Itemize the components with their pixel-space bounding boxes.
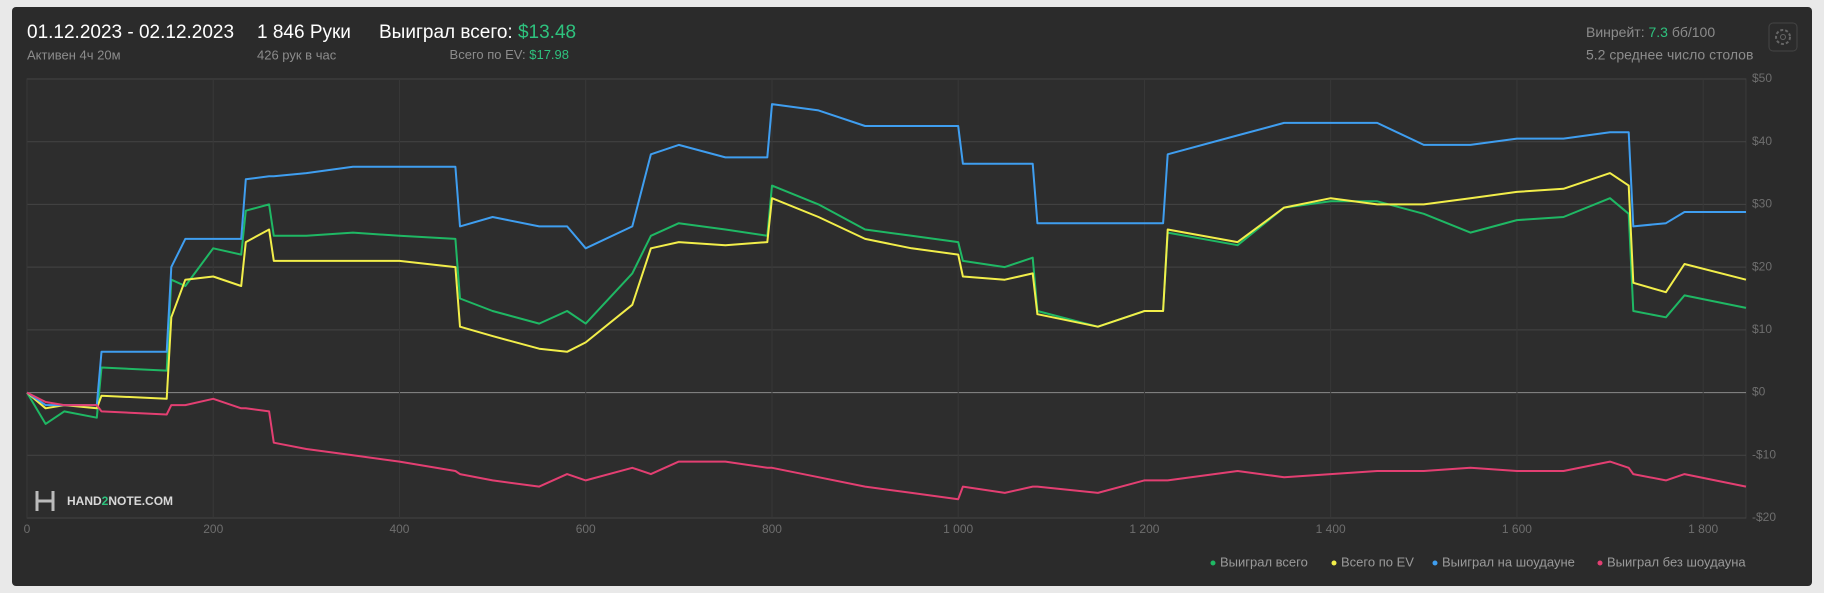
y-tick-label: $0 [1752, 385, 1766, 399]
x-tick-label: 1 800 [1688, 522, 1718, 536]
logo-part: 2 [102, 494, 109, 508]
x-tick-label: 200 [203, 522, 223, 536]
series-line [26, 184, 1747, 425]
legend-dot [1331, 560, 1337, 566]
winrate-unit: бб/100 [1672, 24, 1715, 40]
settings-button[interactable] [1768, 22, 1798, 52]
legend-label: Выиграл на шоудауне [1442, 554, 1575, 569]
winrate: Винрейт: 7.3 бб/100 [1586, 24, 1715, 40]
settings-gear-center[interactable] [1780, 34, 1786, 40]
legend-label: Выиграл всего [1220, 554, 1308, 569]
legend-dot [1597, 560, 1603, 566]
date-range: 01.12.2023 - 02.12.2023 [27, 22, 234, 43]
logo-text: HAND2NOTE.COM [67, 494, 173, 508]
plot-area [26, 78, 1747, 519]
series-line [26, 172, 1747, 410]
settings-gear[interactable] [1775, 29, 1791, 45]
winrate-value: 7.3 [1648, 24, 1668, 40]
y-tick-label: $20 [1752, 259, 1772, 273]
y-tick-label: -$10 [1752, 447, 1776, 461]
active-time: Активен 4ч 20м [27, 47, 121, 62]
y-tick-label: $30 [1752, 197, 1772, 211]
series-line [26, 103, 1746, 407]
y-tick-label: -$20 [1752, 510, 1776, 524]
y-tick-label: $50 [1752, 71, 1772, 85]
x-tick-label: 0 [24, 522, 31, 536]
x-tick-label: 1 600 [1502, 522, 1532, 536]
x-tick-label: 400 [389, 522, 409, 536]
y-tick-label: $40 [1752, 134, 1772, 148]
legend-label: Всего по EV [1341, 554, 1414, 569]
logo: HAND2NOTE.COM [35, 491, 173, 511]
y-tick-label: $10 [1752, 322, 1772, 336]
legend-dot [1432, 560, 1438, 566]
ev-label: Всего по EV: [450, 47, 526, 62]
settings-box[interactable] [1768, 22, 1798, 52]
won-value: $13.48 [518, 22, 576, 43]
ev-total: Всего по EV: $17.98 [450, 47, 569, 62]
legend-label: Выиграл без шоудауна [1607, 554, 1746, 569]
series-line [26, 391, 1747, 501]
hands: 1 846 Руки [257, 22, 351, 43]
x-tick-label: 1 000 [943, 522, 973, 536]
plot: $50 $40 $30 $20 $10 $0 -$10 -$20 0 200 400 600 800 1 … [24, 71, 1777, 536]
x-tick-label: 600 [576, 522, 596, 536]
logo-part: HAND [67, 494, 102, 508]
logo-part: NOTE.COM [108, 494, 173, 508]
x-tick-label: 1 400 [1316, 522, 1346, 536]
legend-dot [1210, 560, 1216, 566]
winrate-label: Винрейт: [1586, 24, 1645, 40]
ev-value: $17.98 [529, 47, 569, 62]
won-total: Выиграл всего: $13.48 [379, 22, 576, 43]
logo-icon [35, 491, 55, 511]
x-tick-label: 800 [762, 522, 782, 536]
hands-per-hour: 426 рук в час [257, 47, 337, 62]
x-tick-label: 1 200 [1129, 522, 1159, 536]
won-label: Выиграл всего: [379, 22, 513, 43]
avg-tables: 5.2 среднее число столов [1586, 47, 1753, 63]
